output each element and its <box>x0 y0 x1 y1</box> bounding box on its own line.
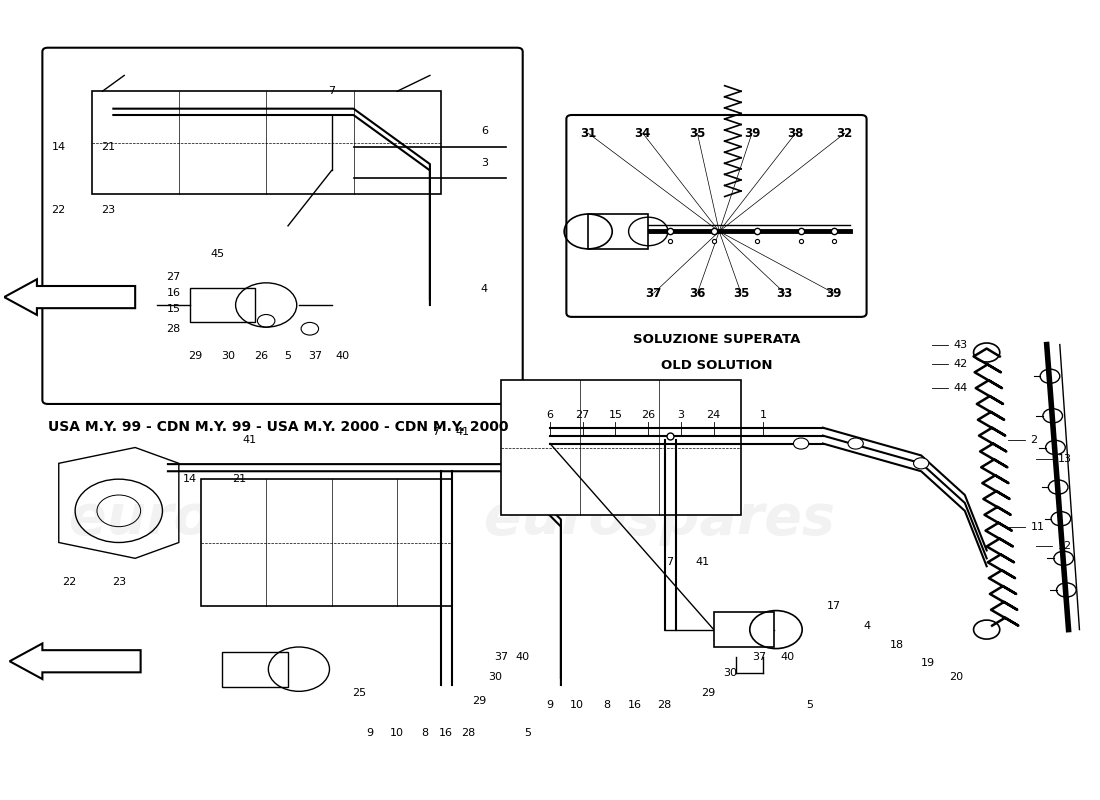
Text: 7: 7 <box>328 86 336 96</box>
Circle shape <box>913 458 928 469</box>
Bar <box>189 287 255 322</box>
Text: 3: 3 <box>678 410 684 420</box>
FancyBboxPatch shape <box>43 48 522 404</box>
Text: 30: 30 <box>488 672 503 682</box>
Text: USA M.Y. 99 - CDN M.Y. 99 - USA M.Y. 2000 - CDN M.Y. 2000: USA M.Y. 99 - CDN M.Y. 99 - USA M.Y. 200… <box>47 420 508 434</box>
Text: 31: 31 <box>580 126 596 140</box>
Text: 28: 28 <box>166 324 180 334</box>
Bar <box>91 91 441 194</box>
Text: 30: 30 <box>221 351 235 362</box>
Text: 11: 11 <box>1031 522 1044 532</box>
Text: 24: 24 <box>706 410 721 420</box>
Text: 17: 17 <box>827 601 840 611</box>
Text: 18: 18 <box>890 641 904 650</box>
Text: 19: 19 <box>921 658 935 668</box>
Circle shape <box>848 438 864 449</box>
Text: 41: 41 <box>243 434 257 445</box>
Text: 2: 2 <box>1031 434 1037 445</box>
Text: 14: 14 <box>183 474 197 484</box>
Text: 22: 22 <box>63 577 77 587</box>
Text: 33: 33 <box>777 286 793 300</box>
Text: 5: 5 <box>525 727 531 738</box>
Text: 23: 23 <box>101 205 114 215</box>
Text: 29: 29 <box>701 688 715 698</box>
Text: 28: 28 <box>461 727 475 738</box>
Text: 41: 41 <box>696 558 710 567</box>
Text: 4: 4 <box>481 284 488 294</box>
Text: 23: 23 <box>112 577 125 587</box>
Text: 41: 41 <box>455 426 470 437</box>
Text: 34: 34 <box>635 126 651 140</box>
Text: 39: 39 <box>744 126 760 140</box>
Text: 38: 38 <box>788 126 804 140</box>
Text: 35: 35 <box>690 126 705 140</box>
Bar <box>500 380 741 514</box>
Text: 32: 32 <box>837 126 852 140</box>
Text: 10: 10 <box>570 700 584 710</box>
Text: 40: 40 <box>781 652 795 662</box>
Text: 16: 16 <box>628 700 642 710</box>
Text: 42: 42 <box>954 359 968 370</box>
Text: 22: 22 <box>52 205 66 215</box>
Text: 14: 14 <box>52 142 66 152</box>
Text: eurospares: eurospares <box>69 492 420 546</box>
Text: 26: 26 <box>254 351 267 362</box>
FancyArrow shape <box>4 279 135 315</box>
Text: 3: 3 <box>481 158 488 167</box>
Text: 16: 16 <box>166 288 180 298</box>
Text: 35: 35 <box>733 286 749 300</box>
Text: 8: 8 <box>603 700 611 710</box>
Bar <box>588 214 648 249</box>
Text: eurospares: eurospares <box>484 492 835 546</box>
Text: 39: 39 <box>826 286 842 300</box>
Text: 9: 9 <box>547 700 553 710</box>
Text: 40: 40 <box>336 351 350 362</box>
Text: 8: 8 <box>421 727 428 738</box>
Bar <box>222 652 288 686</box>
Text: 36: 36 <box>690 286 705 300</box>
Text: 21: 21 <box>101 142 114 152</box>
Text: 9: 9 <box>366 727 373 738</box>
Text: 1: 1 <box>759 410 767 420</box>
Text: 40: 40 <box>516 652 530 662</box>
Text: 43: 43 <box>954 339 968 350</box>
Text: OLD SOLUTION: OLD SOLUTION <box>661 359 772 372</box>
Text: 37: 37 <box>646 286 662 300</box>
FancyArrow shape <box>10 643 141 679</box>
Text: 5: 5 <box>806 700 813 710</box>
Text: 7: 7 <box>667 558 673 567</box>
Text: 25: 25 <box>352 688 366 698</box>
Circle shape <box>793 438 808 449</box>
Text: 16: 16 <box>439 727 453 738</box>
Text: 15: 15 <box>608 410 623 420</box>
Bar <box>714 612 773 647</box>
Text: 27: 27 <box>575 410 590 420</box>
Text: 27: 27 <box>166 272 180 282</box>
Text: 28: 28 <box>658 700 672 710</box>
Text: 4: 4 <box>864 621 870 630</box>
Text: 20: 20 <box>949 672 964 682</box>
Text: 13: 13 <box>1057 454 1071 464</box>
FancyBboxPatch shape <box>566 115 867 317</box>
Text: 37: 37 <box>308 351 322 362</box>
Text: 44: 44 <box>954 383 968 393</box>
Text: 29: 29 <box>188 351 202 362</box>
Text: 21: 21 <box>232 474 246 484</box>
Text: 30: 30 <box>723 668 737 678</box>
Text: 37: 37 <box>494 652 508 662</box>
Text: 37: 37 <box>752 652 767 662</box>
Text: 6: 6 <box>547 410 553 420</box>
Text: 12: 12 <box>1057 542 1071 551</box>
Text: 7: 7 <box>432 426 439 437</box>
Text: 6: 6 <box>481 126 488 136</box>
Text: 29: 29 <box>472 696 486 706</box>
Text: 15: 15 <box>166 304 180 314</box>
Text: 45: 45 <box>210 249 224 258</box>
Text: SOLUZIONE SUPERATA: SOLUZIONE SUPERATA <box>632 333 800 346</box>
Bar <box>200 479 452 606</box>
Text: 10: 10 <box>390 727 404 738</box>
Text: 5: 5 <box>285 351 292 362</box>
Text: 26: 26 <box>641 410 656 420</box>
